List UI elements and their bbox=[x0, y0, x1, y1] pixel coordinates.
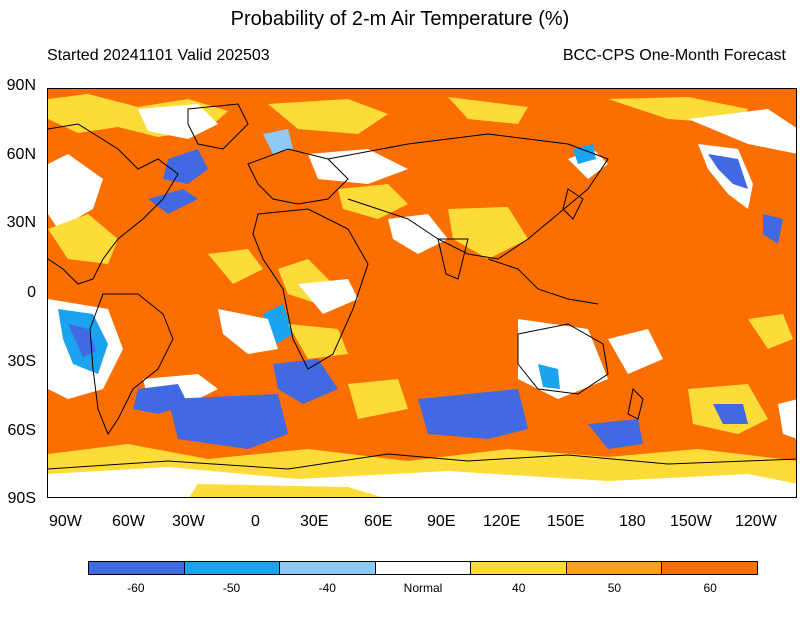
greenland-outline bbox=[187, 103, 249, 150]
forecast-dates: Started 20241101 Valid 202503 bbox=[47, 47, 270, 64]
forecast-source: BCC-CPS One-Month Forecast bbox=[562, 47, 786, 64]
lon-label-60e: 60E bbox=[364, 513, 393, 530]
arctic-patches bbox=[48, 94, 796, 154]
colorbar-swatch bbox=[471, 562, 567, 574]
lat-label-30s: 30S bbox=[7, 353, 36, 370]
new-zealand-outline bbox=[627, 387, 644, 420]
lon-label-120e: 120E bbox=[483, 513, 521, 530]
southeast-asia-outline bbox=[487, 258, 599, 305]
lon-label-30w: 30W bbox=[172, 513, 205, 530]
colorbar-swatch bbox=[89, 562, 185, 574]
lon-label-60w: 60W bbox=[112, 513, 145, 530]
antarctica-outline bbox=[48, 453, 796, 470]
lon-label-0: 0 bbox=[251, 513, 260, 530]
northern-patches bbox=[48, 129, 783, 314]
australia-outline bbox=[517, 323, 609, 395]
lon-label-30e: 30E bbox=[300, 513, 329, 530]
colorbar-swatch bbox=[566, 562, 663, 574]
colorbar-label: 50 bbox=[607, 581, 622, 595]
europe-outline bbox=[247, 148, 349, 205]
south-america-outline bbox=[89, 293, 174, 436]
colorbar-label: 40 bbox=[512, 581, 526, 595]
colorbar-label: 60 bbox=[703, 581, 717, 595]
lat-label-60s: 60S bbox=[7, 422, 36, 439]
north-america-outline bbox=[48, 123, 179, 285]
map-title: Probability of 2-m Air Temperature (%) bbox=[230, 8, 570, 30]
antarctic-patches bbox=[48, 444, 796, 497]
colorbar-swatch bbox=[280, 562, 376, 574]
lat-label-60n: 60N bbox=[6, 146, 36, 163]
india-outline bbox=[437, 238, 469, 280]
japan-outline bbox=[562, 188, 584, 220]
colorbar-label: -50 bbox=[222, 581, 241, 595]
lat-label-eq: 0 bbox=[27, 284, 36, 301]
map-canvas bbox=[48, 89, 796, 497]
lat-label-90n: 90N bbox=[6, 77, 36, 94]
lon-label-150w: 150W bbox=[670, 513, 712, 530]
southern-patches bbox=[48, 299, 796, 449]
colorbar-label: -60 bbox=[127, 581, 145, 595]
lon-label-90e: 90E bbox=[427, 513, 456, 530]
colorbar-swatch bbox=[375, 562, 472, 574]
coastlines bbox=[48, 103, 796, 470]
colorbar-label: Normal bbox=[403, 581, 443, 595]
map-background bbox=[48, 89, 796, 497]
lon-label-90w: 90W bbox=[49, 513, 82, 530]
colorbar-swatch bbox=[662, 562, 758, 574]
lat-label-30n: 30N bbox=[6, 214, 36, 231]
colorbar-swatch bbox=[184, 562, 281, 574]
africa-outline bbox=[252, 208, 369, 370]
colorbar-label: -40 bbox=[318, 581, 336, 595]
lat-label-90s: 90S bbox=[7, 490, 36, 507]
lon-label-150e: 150E bbox=[547, 513, 585, 530]
colorbar bbox=[88, 561, 758, 575]
asia-outline bbox=[327, 133, 609, 260]
probability-map bbox=[47, 88, 797, 498]
lon-label-180: 180 bbox=[619, 513, 646, 530]
lon-label-120w: 120W bbox=[735, 513, 777, 530]
